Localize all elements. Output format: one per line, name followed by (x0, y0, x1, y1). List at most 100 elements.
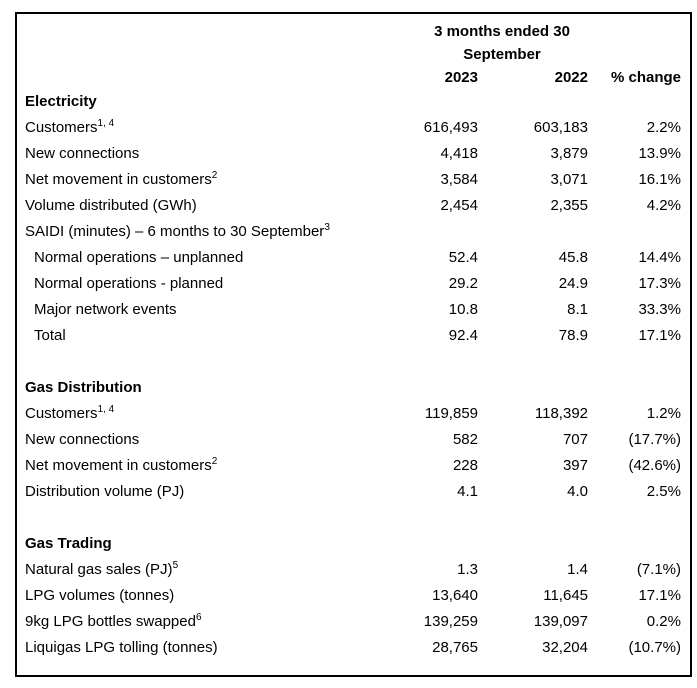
value-2022: 4.0 (567, 483, 588, 500)
value-2023: 29.2 (448, 275, 478, 292)
value-change: 1.2% (646, 405, 681, 422)
column-header-change: % change (610, 69, 681, 86)
table-row: SAIDI (minutes) – 6 months to 30 Septemb… (17, 219, 690, 245)
value-2022: 11,645 (543, 587, 588, 604)
value-change: 17.1% (638, 587, 681, 604)
row-label: Normal operations - planned (17, 271, 400, 297)
footnote-marker: 2 (211, 170, 218, 181)
table-row: Total 92.4 78.9 17.1% (17, 323, 690, 349)
table-row: Major network events 10.8 8.1 33.3% (17, 297, 690, 323)
table-row: Volume distributed (GWh) 2,454 2,355 4.2% (17, 193, 690, 219)
row-label-text: Net movement in customers (25, 457, 212, 474)
spacer-row (17, 349, 690, 375)
footnote-marker: 3 (324, 222, 330, 233)
table-row: Customers1, 4 616,493 603,183 2.2% (17, 115, 690, 141)
row-label: SAIDI (minutes) – 6 months to 30 Septemb… (17, 219, 400, 245)
year-header-row: 2023 2022 % change (17, 66, 690, 89)
row-label-text: Total (34, 327, 66, 344)
value-change: 0.2% (646, 613, 681, 630)
row-label-text: Customers (25, 405, 98, 422)
row-label: 9kg LPG bottles swapped6 (17, 609, 400, 635)
column-header-2023: 2023 (444, 69, 478, 86)
spacer-cell (17, 505, 690, 531)
value-2022: 3,879 (550, 145, 588, 162)
row-label: Net movement in customers2 (17, 167, 400, 193)
row-label-text: New connections (25, 145, 140, 162)
section-title: Gas Distribution (25, 379, 142, 396)
value-2022: 1.4 (567, 561, 588, 578)
row-label: Distribution volume (PJ) (17, 479, 400, 505)
value-change: (17.7%) (628, 431, 681, 448)
row-label: Major network events (17, 297, 400, 323)
value-2023: 13,640 (432, 587, 478, 604)
row-label-text: SAIDI (minutes) – 6 months to 30 Septemb… (25, 223, 325, 240)
section-title: Gas Trading (25, 535, 112, 552)
value-change: 14.4% (638, 249, 681, 266)
operating-statistics-table: 3 months ended 30 September 2023 2022 % … (17, 20, 690, 661)
period-line-2: September (463, 46, 541, 63)
value-2023: 28,765 (432, 639, 478, 656)
table-row: Normal operations – unplanned 52.4 45.8 14.… (17, 245, 690, 271)
table-body: Electricity Customers1, 4 616,493 603,183 2.… (17, 89, 690, 661)
footnote-marker: 6 (195, 612, 202, 623)
table-row: Net movement in customers2 3,584 3,071 16.1… (17, 167, 690, 193)
value-2022: 3,071 (550, 171, 588, 188)
value-2023: 3,584 (440, 171, 478, 188)
table-row: Distribution volume (PJ) 4.1 4.0 2.5% (17, 479, 690, 505)
column-header-2022: 2022 (554, 69, 588, 86)
row-label: Normal operations – unplanned (17, 245, 400, 271)
footnote-marker: 2 (211, 456, 218, 467)
value-change: 16.1% (638, 171, 681, 188)
period-line-1: 3 months ended 30 (434, 23, 570, 40)
value-2022 (478, 219, 588, 245)
table-row: Customers1, 4 119,859 118,392 1.2% (17, 401, 690, 427)
row-label-text: 9kg LPG bottles swapped (25, 613, 196, 630)
value-change: 2.2% (646, 119, 681, 136)
value-change: 2.5% (646, 483, 681, 500)
value-2023: 10.8 (448, 301, 478, 318)
period-header: 3 months ended 30 September (400, 20, 588, 66)
value-2022: 139,097 (533, 613, 588, 630)
row-label: Net movement in customers2 (17, 453, 400, 479)
value-2022: 397 (562, 457, 588, 474)
value-change: (42.6%) (628, 457, 681, 474)
value-2023: 92.4 (448, 327, 478, 344)
value-change: 33.3% (638, 301, 681, 318)
value-2023: 582 (452, 431, 478, 448)
header-empty-cell (588, 20, 690, 66)
value-2022: 32,204 (542, 639, 588, 656)
table-row: Normal operations - planned 29.2 24.9 17.3% (17, 271, 690, 297)
row-label-text: Natural gas sales (PJ) (25, 561, 173, 578)
table-header: 3 months ended 30 September 2023 2022 % … (17, 20, 690, 89)
table-row: New connections 582 707 (17.7%) (17, 427, 690, 453)
row-label: Customers1, 4 (17, 401, 400, 427)
value-change: 17.1% (638, 327, 681, 344)
value-2022: 45.8 (558, 249, 588, 266)
row-label: Customers1, 4 (17, 115, 400, 141)
value-2023: 52.4 (448, 249, 478, 266)
value-2023: 228 (452, 457, 478, 474)
header-empty-cell (17, 66, 400, 89)
section-title: Electricity (25, 93, 97, 110)
value-change: 17.3% (638, 275, 681, 292)
row-label-text: Normal operations – unplanned (34, 249, 244, 266)
row-label: New connections (17, 427, 400, 453)
row-label-text: Volume distributed (GWh) (25, 197, 197, 214)
row-label: New connections (17, 141, 400, 167)
value-2023: 139,259 (423, 613, 478, 630)
row-label-text: Net movement in customers (25, 171, 212, 188)
value-2023 (400, 219, 478, 245)
value-2023: 119,859 (424, 405, 478, 422)
value-2022: 2,355 (550, 197, 588, 214)
footnote-marker: 1, 4 (97, 118, 115, 129)
row-label-text: LPG volumes (tonnes) (25, 587, 175, 604)
row-label: LPG volumes (tonnes) (17, 583, 400, 609)
section-title-row: Gas Trading (17, 531, 690, 557)
value-2022: 24.9 (558, 275, 588, 292)
row-label-text: Distribution volume (PJ) (25, 483, 185, 500)
value-2023: 616,493 (423, 119, 478, 136)
value-2022: 603,183 (533, 119, 588, 136)
value-change: 4.2% (646, 197, 681, 214)
row-label: Liquigas LPG tolling (tonnes) (17, 635, 400, 661)
